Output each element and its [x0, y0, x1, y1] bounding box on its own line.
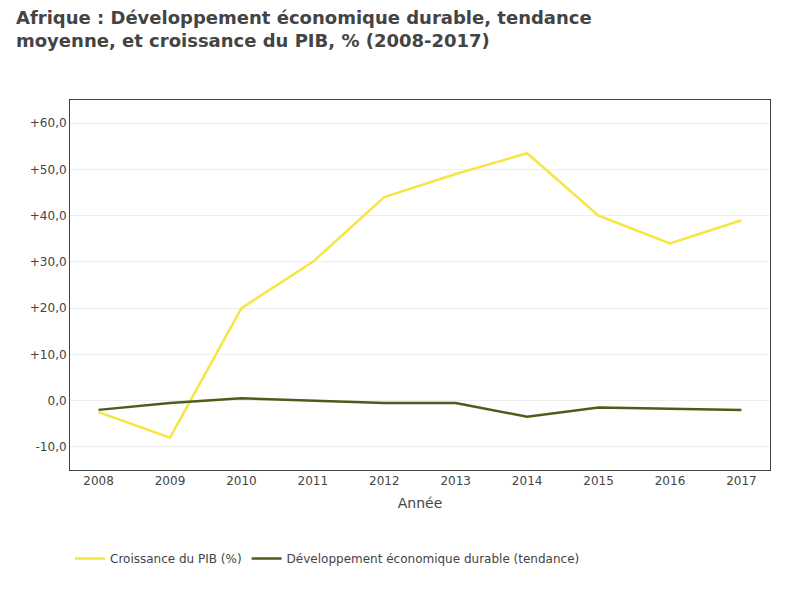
svg-text:0,0: 0,0: [48, 394, 67, 408]
svg-text:+20,0: +20,0: [30, 301, 67, 315]
svg-text:2008: 2008: [83, 474, 114, 488]
svg-text:2014: 2014: [512, 474, 543, 488]
svg-text:+10,0: +10,0: [30, 348, 67, 362]
svg-text:2009: 2009: [155, 474, 186, 488]
svg-text:Année: Année: [398, 495, 443, 511]
svg-text:2016: 2016: [655, 474, 686, 488]
svg-text:+40,0: +40,0: [30, 209, 67, 223]
svg-text:+50,0: +50,0: [30, 163, 67, 177]
svg-text:+30,0: +30,0: [30, 255, 67, 269]
svg-text:2015: 2015: [583, 474, 614, 488]
svg-text:2011: 2011: [298, 474, 329, 488]
svg-text:2013: 2013: [440, 474, 471, 488]
svg-text:-10,0: -10,0: [36, 440, 67, 454]
svg-text:Croissance du PIB (%): Croissance du PIB (%): [110, 552, 242, 566]
svg-text:2010: 2010: [226, 474, 257, 488]
svg-text:Développement économique durab: Développement économique durable (tendan…: [287, 552, 580, 566]
svg-text:2017: 2017: [726, 474, 757, 488]
svg-text:+60,0: +60,0: [30, 116, 67, 130]
svg-text:Afrique : Développement économ: Afrique : Développement économique durab…: [16, 7, 592, 51]
svg-text:2012: 2012: [369, 474, 400, 488]
